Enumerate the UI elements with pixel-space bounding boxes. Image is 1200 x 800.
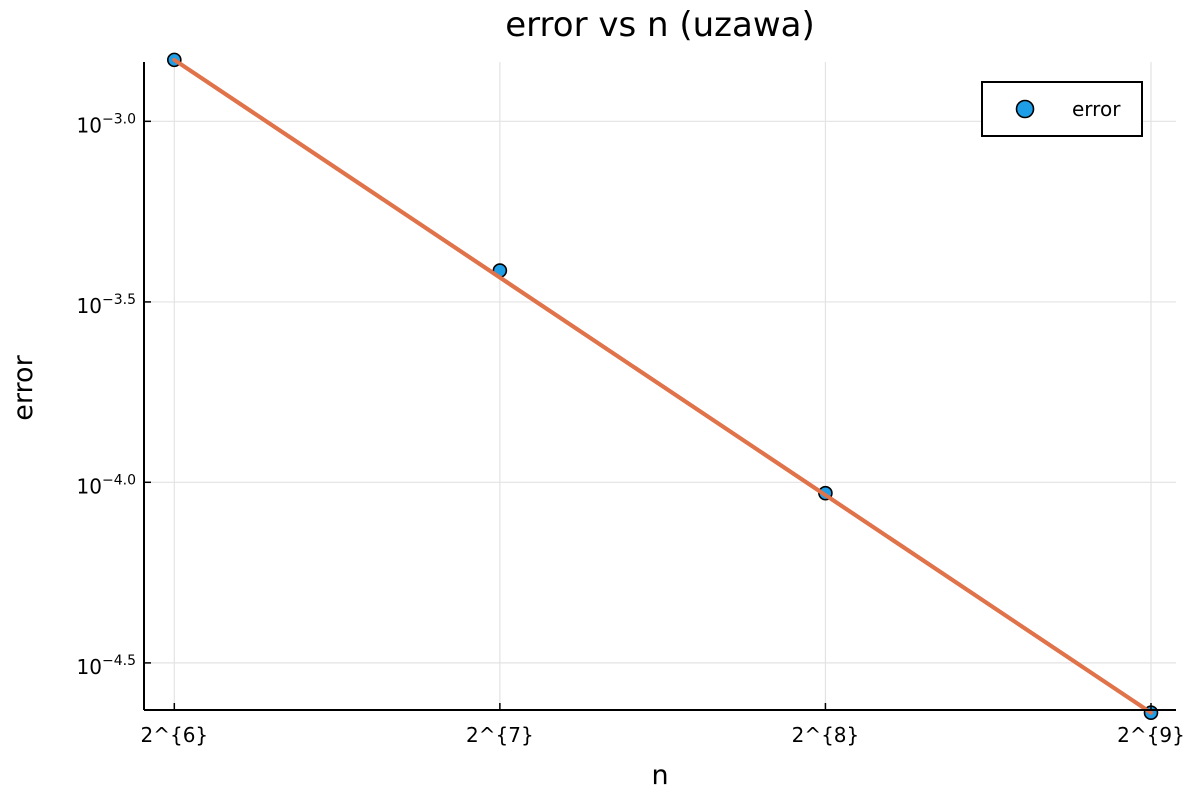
x-tick-label: 2^{8}: [792, 723, 860, 747]
fit-line-overlay: [172, 57, 1153, 715]
grid: [144, 62, 1176, 710]
legend: error: [981, 81, 1143, 137]
x-tick-label: 2^{6}: [140, 723, 208, 747]
y-tick-label: 10−4.0: [77, 472, 136, 498]
legend-box: [981, 81, 1143, 137]
y-axis-label: error: [8, 354, 39, 420]
y-tick-label: 10−3.0: [77, 111, 136, 137]
axes: [143, 62, 1176, 711]
x-tick-label: 2^{7}: [466, 723, 534, 747]
series-layer: [167, 52, 1159, 721]
tick-labels: 2^{6} 2^{7} 2^{8} 2^{9} 10−3.0 10−3.5 10−4.0 10…: [77, 111, 1185, 747]
chart-title: error vs n (uzawa): [505, 5, 815, 45]
y-tick-label: 10−4.5: [77, 653, 136, 679]
legend-label: error: [1072, 97, 1121, 121]
legend-marker: [1015, 99, 1035, 119]
y-tick-label: 10−3.5: [77, 292, 136, 318]
x-tick-label: 2^{9}: [1117, 723, 1185, 747]
x-axis-label: n: [651, 760, 668, 791]
